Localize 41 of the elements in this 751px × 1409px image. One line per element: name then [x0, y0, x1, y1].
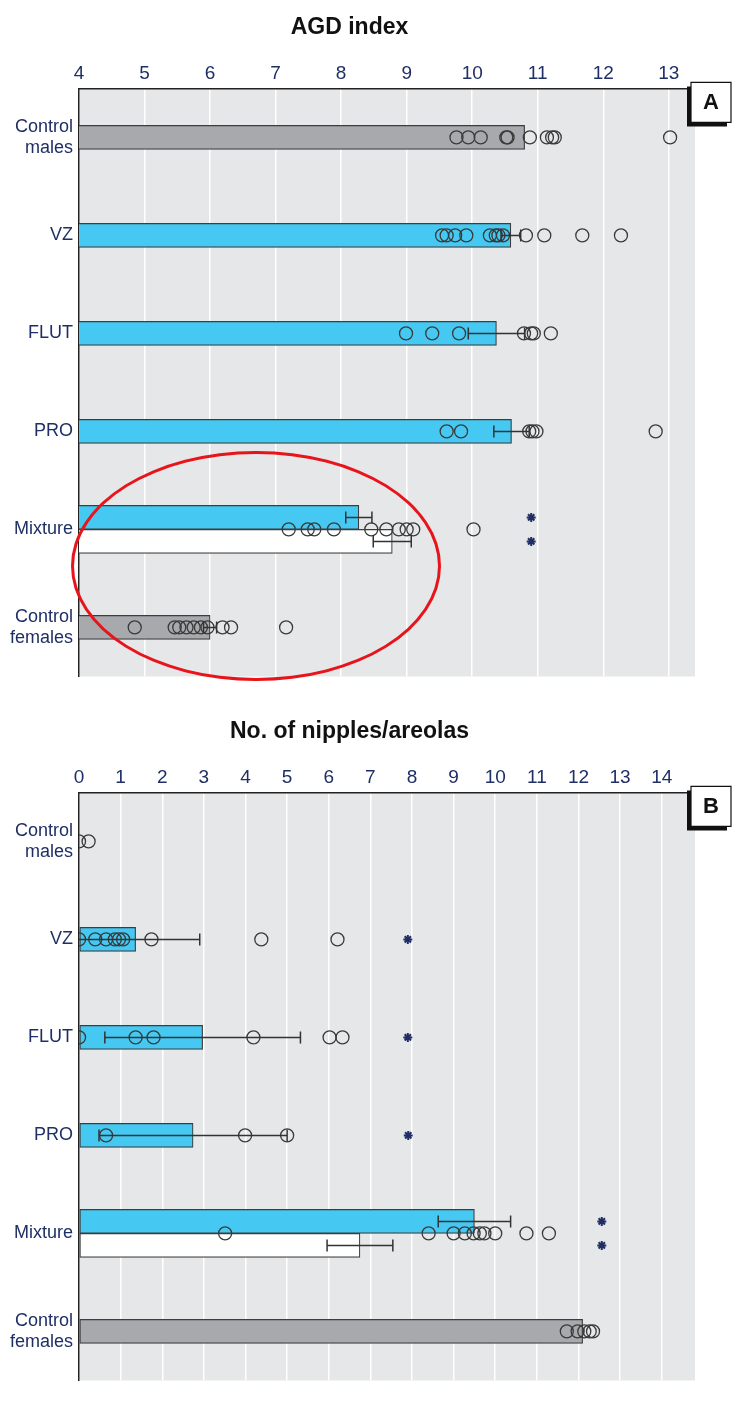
x-tick-label: 14	[651, 766, 673, 788]
x-tick-label: 9	[401, 62, 412, 84]
x-tick-label: 12	[592, 62, 614, 84]
x-tick-label: 7	[270, 62, 281, 84]
text: B	[703, 793, 719, 819]
x-tick-label: 12	[567, 766, 590, 788]
x-tick-label: 13	[658, 62, 680, 84]
y-tick-label: VZ	[50, 928, 74, 949]
x-tick-label: 8	[406, 766, 418, 788]
x-tick-label: 5	[281, 766, 293, 788]
x-tick-label: 11	[527, 62, 548, 84]
x-tick-label: 1	[115, 766, 126, 788]
x-tick-label: 2	[156, 766, 168, 788]
x-tick-label: 10	[461, 62, 483, 84]
x-tick-label: 6	[323, 766, 335, 788]
x-tick-label: 3	[198, 766, 210, 788]
chart-title: AGD index	[290, 13, 409, 40]
x-tick-label: 11	[526, 766, 547, 788]
y-tick-label: PRO	[34, 1124, 74, 1145]
y-tick-label: VZ	[50, 224, 74, 245]
x-tick-label: 8	[335, 62, 347, 84]
y-tick-label: FLUT	[28, 1026, 74, 1047]
x-tick-label: 4	[240, 766, 252, 788]
y-tick-label: Mixture	[14, 1222, 74, 1243]
y-tick-label: Control males	[15, 819, 74, 862]
y-tick-label: Control females	[10, 1309, 74, 1352]
y-tick-label: Mixture	[14, 518, 74, 539]
x-tick-label: 10	[484, 766, 506, 788]
y-tick-label: Control females	[10, 605, 74, 648]
y-tick-label: FLUT	[28, 322, 74, 343]
text: A	[703, 89, 720, 115]
x-tick-label: 0	[73, 766, 85, 788]
y-tick-label: Control males	[15, 115, 74, 158]
y-tick-label: PRO	[34, 420, 74, 441]
x-tick-label: 5	[139, 62, 150, 84]
chart-title: No. of nipples/areolas	[230, 717, 469, 744]
x-tick-label: 9	[448, 766, 459, 788]
x-tick-label: 13	[609, 766, 631, 788]
x-tick-label: 7	[365, 766, 376, 788]
x-tick-label: 4	[73, 62, 85, 84]
x-tick-label: 6	[204, 62, 216, 84]
